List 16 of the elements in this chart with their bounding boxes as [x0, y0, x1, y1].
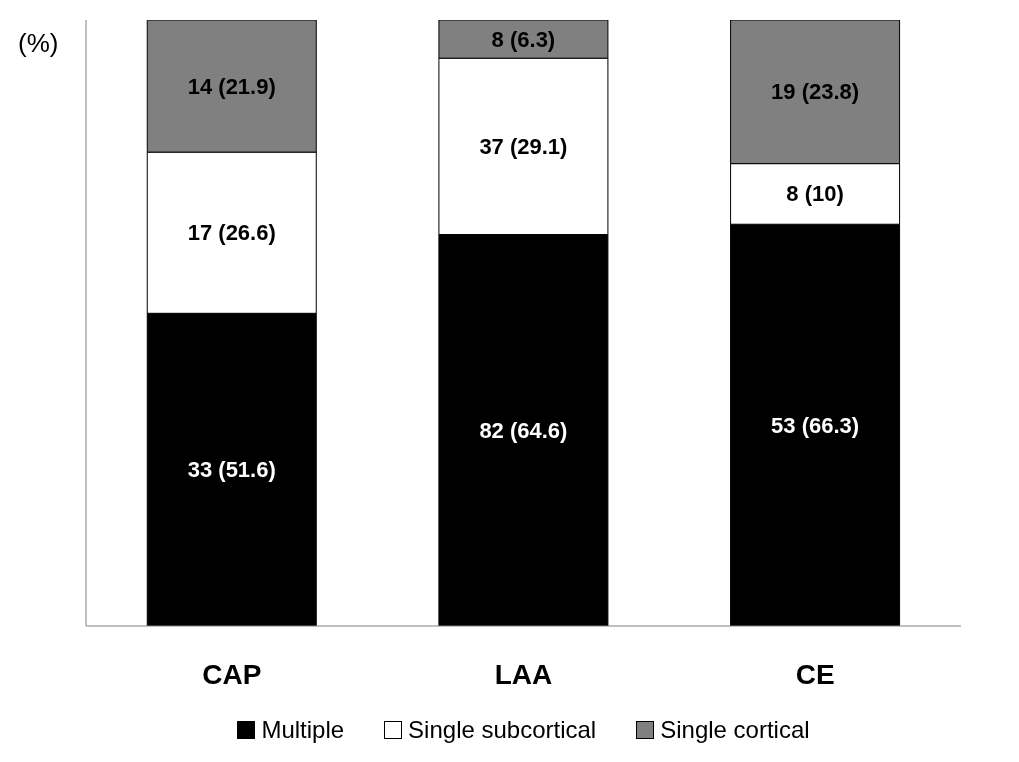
legend-label: Single subcortical	[407, 716, 597, 744]
data-label: 82 (64.6)	[479, 417, 568, 443]
data-label: 37 (29.1)	[479, 133, 568, 159]
data-label: 8 (6.3)	[491, 26, 556, 52]
data-label: 53 (66.3)	[771, 412, 860, 438]
legend-label: Multiple	[260, 716, 345, 744]
data-label: 8 (10)	[786, 181, 844, 207]
x-tick-label: CE	[795, 658, 835, 690]
legend-label: Single cortical	[659, 716, 810, 744]
data-label: 19 (23.8)	[771, 79, 860, 105]
x-tick-label: CAP	[202, 658, 262, 690]
data-label: 33 (51.6)	[187, 457, 276, 483]
y-axis-title: (%)	[18, 28, 59, 58]
data-label: 17 (26.6)	[187, 220, 276, 246]
data-label: 14 (21.9)	[187, 73, 276, 99]
x-tick-label: LAA	[494, 658, 553, 690]
